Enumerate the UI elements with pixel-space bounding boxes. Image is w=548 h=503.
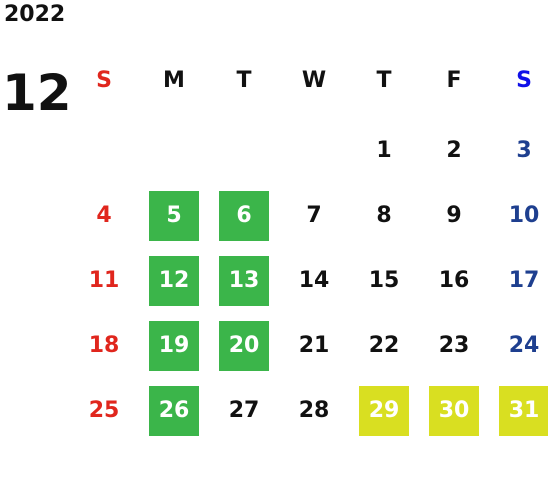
- weekday-header-fri: F: [446, 68, 462, 93]
- day-cell: 28: [298, 398, 330, 423]
- day-cell: 19: [149, 321, 199, 371]
- day-cell: 29: [359, 386, 409, 436]
- day-cell: 5: [149, 191, 199, 241]
- weekday-header-mon: M: [163, 68, 185, 93]
- weekday-header-wed: W: [301, 68, 327, 93]
- day-cell: 2: [446, 138, 462, 163]
- day-cell: 15: [368, 268, 400, 293]
- day-cell: 25: [88, 398, 120, 423]
- day-cell: 4: [96, 203, 112, 228]
- calendar-year: 2022: [4, 2, 66, 27]
- day-cell: 31: [499, 386, 548, 436]
- calendar-month: 12: [2, 64, 72, 122]
- day-cell: 17: [508, 268, 540, 293]
- day-cell: 13: [219, 256, 269, 306]
- day-cell: 11: [88, 268, 120, 293]
- day-cell: 30: [429, 386, 479, 436]
- day-cell: 8: [376, 203, 392, 228]
- day-cell: 3: [516, 138, 532, 163]
- day-cell: 24: [508, 333, 540, 358]
- weekday-header-thu: T: [376, 68, 392, 93]
- day-cell: 20: [219, 321, 269, 371]
- day-cell: 7: [306, 203, 322, 228]
- weekday-header-sun: S: [96, 68, 112, 93]
- day-cell: 18: [88, 333, 120, 358]
- day-cell: 12: [149, 256, 199, 306]
- day-cell: 16: [438, 268, 470, 293]
- day-cell: 26: [149, 386, 199, 436]
- day-cell: 23: [438, 333, 470, 358]
- day-cell: 1: [376, 138, 392, 163]
- day-cell: 22: [368, 333, 400, 358]
- day-cell: 6: [219, 191, 269, 241]
- day-cell: 21: [298, 333, 330, 358]
- day-cell: 10: [508, 203, 540, 228]
- day-cell: 14: [298, 268, 330, 293]
- weekday-header-sat: S: [516, 68, 532, 93]
- day-cell: 9: [446, 203, 462, 228]
- day-cell: 27: [228, 398, 260, 423]
- weekday-header-tue: T: [236, 68, 252, 93]
